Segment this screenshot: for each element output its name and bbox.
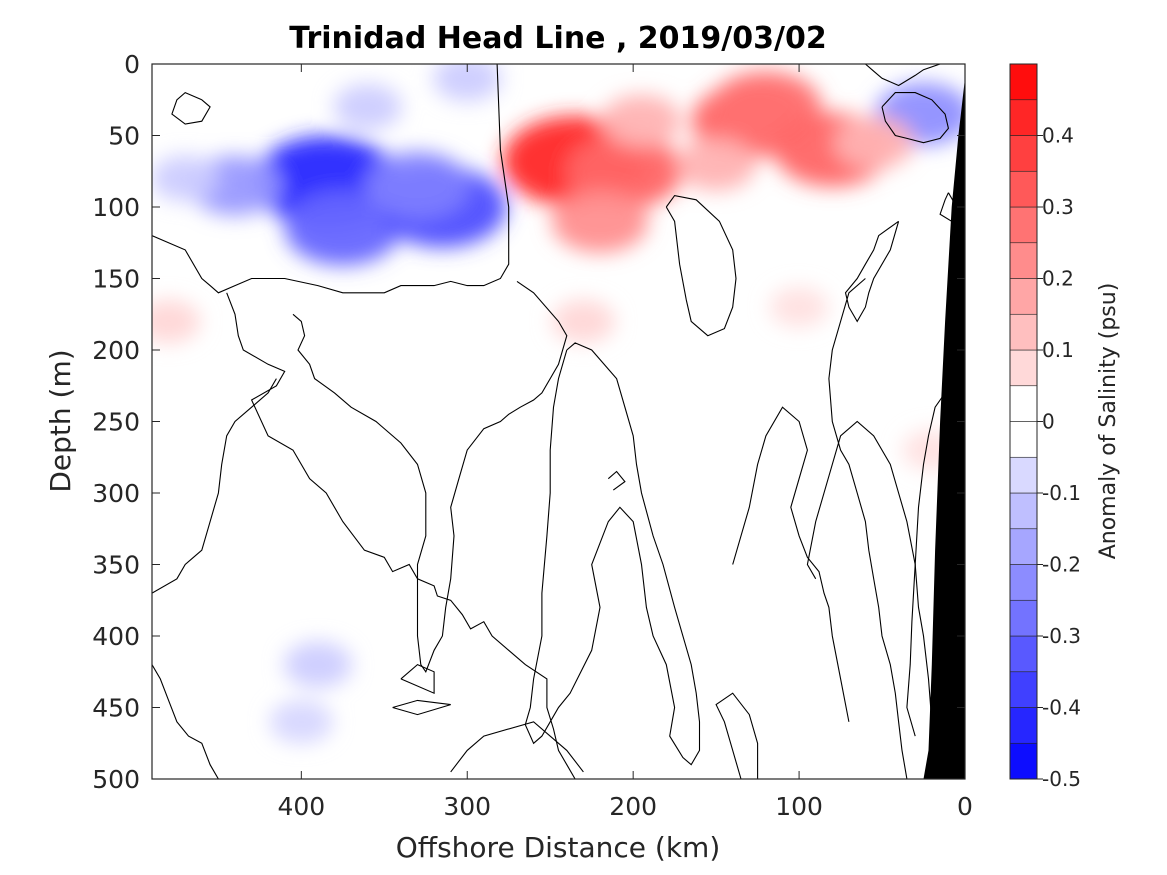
contour-line: [865, 64, 941, 87]
y-tick-label: 0: [124, 50, 140, 79]
contour-line: [844, 220, 900, 323]
anomaly-blob-negative: [433, 64, 502, 102]
y-tick-label: 450: [92, 694, 140, 723]
colorbar-tick-label: -0.3: [1042, 624, 1081, 648]
colorbar-tick-label: 0: [1042, 410, 1055, 434]
colorbar-tick-label: 0.4: [1042, 124, 1074, 148]
colorbar-level: [1009, 63, 1038, 101]
chart-title: Trinidad Head Line , 2019/03/02: [289, 21, 826, 56]
anomaly-blob-negative: [283, 641, 352, 688]
x-tick-label: 200: [609, 792, 657, 821]
y-axis-ticks: 0 50 100 150 200 250 300 350 400 450 500: [92, 50, 965, 794]
y-axis-label: Depth (m): [44, 349, 77, 492]
contour-line: [906, 392, 946, 737]
contour-line: [152, 664, 219, 779]
colorbar-level: [1009, 242, 1038, 279]
contour-line: [226, 292, 576, 779]
salinity-anomaly-field: [152, 64, 965, 744]
anomaly-blob-positive: [676, 137, 757, 191]
anomaly-blob-positive: [769, 286, 829, 328]
y-tick-label: 50: [108, 122, 140, 151]
x-axis-ticks: 400 300 200 100 0: [277, 64, 973, 821]
x-tick-label: 0: [957, 792, 973, 821]
colorbar-level: [1009, 564, 1038, 601]
contour-line: [152, 378, 277, 594]
colorbar-level: [1009, 671, 1038, 708]
contour-line: [171, 91, 211, 125]
colorbar-level: [1009, 99, 1038, 136]
colorbar-tick-label: 0.2: [1042, 267, 1074, 291]
colorbar-level: [1009, 742, 1038, 780]
contour-line: [607, 470, 626, 491]
anomaly-blob-positive: [833, 116, 914, 170]
colorbar-tick-label: 0.1: [1042, 338, 1074, 362]
anomaly-blob-negative: [365, 152, 470, 220]
colorbar-level: [1009, 349, 1038, 387]
anomaly-blob-positive: [551, 299, 615, 343]
x-tick-label: 300: [443, 792, 491, 821]
y-tick-label: 400: [92, 622, 140, 651]
x-axis-label: Offshore Distance (km): [396, 831, 721, 864]
contour-line: [806, 420, 936, 751]
contour-line: [881, 92, 949, 144]
colorbar-label: Anomaly of Salinity (psu): [1096, 283, 1121, 560]
colorbar-level: [1009, 707, 1038, 744]
anomaly-blob-negative: [333, 83, 402, 130]
anomaly-blob-positive: [566, 134, 683, 209]
y-tick-label: 500: [92, 765, 140, 794]
landmass-shape: [923, 78, 965, 779]
anomaly-blob-positive: [551, 189, 649, 253]
colorbar-level: [1009, 492, 1038, 530]
colorbar-level: [1009, 385, 1038, 422]
colorbar-level: [1009, 599, 1038, 637]
colorbar-level: [1009, 635, 1038, 673]
colorbar-tick-label: -0.2: [1042, 553, 1081, 577]
contour-line: [450, 721, 584, 773]
y-tick-label: 300: [92, 479, 140, 508]
colorbar-level: [1009, 206, 1038, 244]
y-tick-label: 150: [92, 265, 140, 294]
contour-line: [715, 692, 759, 779]
y-tick-label: 200: [92, 336, 140, 365]
colorbar-level: [1009, 528, 1038, 565]
x-tick-label: 100: [775, 792, 823, 821]
x-tick-label: 400: [277, 792, 325, 821]
colorbar-tick-label: -0.5: [1042, 767, 1081, 791]
contour-line: [732, 406, 850, 722]
y-tick-label: 350: [92, 551, 140, 580]
colorbar-level: [1009, 170, 1038, 208]
contour-line: [400, 663, 435, 695]
anomaly-blob-positive: [152, 299, 201, 343]
colorbar-level: [1009, 456, 1038, 494]
contour-line: [828, 278, 908, 779]
landmass: [923, 78, 965, 779]
colorbar-tick-label: -0.1: [1042, 481, 1081, 505]
y-tick-label: 250: [92, 408, 140, 437]
colorbar-level: [1009, 313, 1038, 351]
contour-line: [665, 194, 737, 337]
anomaly-blob-negative: [284, 191, 401, 266]
y-tick-label: 100: [92, 193, 140, 222]
colorbar-level: [1009, 278, 1038, 315]
contour-line: [524, 342, 701, 766]
contour-line: [152, 64, 510, 294]
colorbar-tick-label: 0.3: [1042, 195, 1074, 219]
anomaly-blobs: [152, 64, 965, 744]
colorbar-tick-label: -0.4: [1042, 696, 1081, 720]
colorbar-level: [1009, 135, 1038, 172]
contour-line: [292, 280, 568, 673]
anomaly-blob-positive: [601, 94, 682, 148]
zero-contour-lines: [152, 64, 958, 779]
anomaly-blob-negative: [152, 155, 220, 202]
anomaly-blob-negative: [269, 700, 333, 744]
colorbar: 0.4 0.3 0.2 0.1 0 -0.1 -0.2 -0.3 -0.4 -0.5: [1009, 63, 1081, 791]
contour-line: [392, 699, 451, 716]
colorbar-level: [1009, 421, 1038, 458]
